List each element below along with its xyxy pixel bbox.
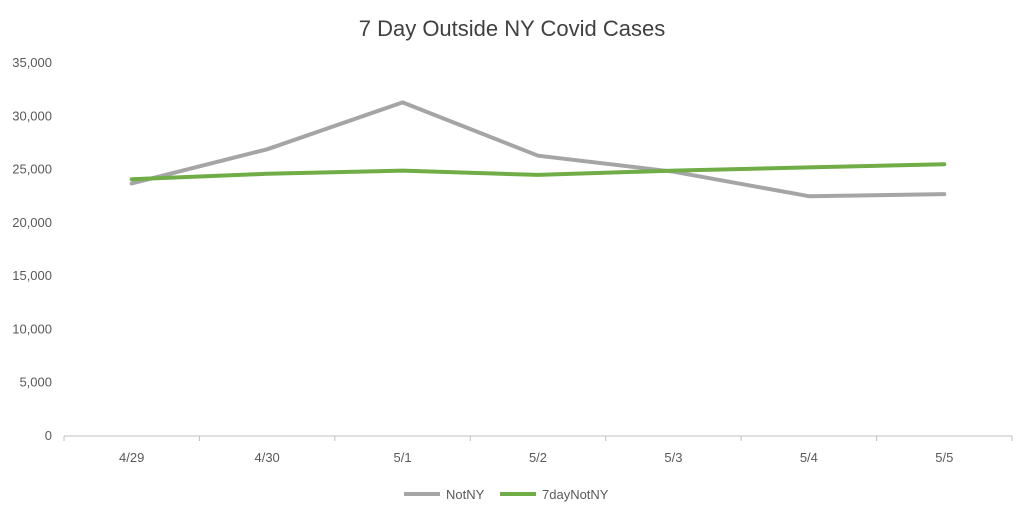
series-group (129, 100, 947, 199)
x-tick-label: 5/2 (529, 450, 547, 465)
chart-title: 7 Day Outside NY Covid Cases (359, 16, 666, 41)
x-axis-ticks: 4/29 4/30 5/1 5/2 5/3 5/4 5/5 (63, 436, 1013, 465)
y-tick-label: 0 (45, 428, 52, 443)
y-tick-label: 10,000 (12, 321, 52, 336)
y-tick-label: 15,000 (12, 268, 52, 283)
x-tick-label: 4/29 (119, 450, 144, 465)
legend-label: 7dayNotNY (542, 487, 609, 502)
x-tick-label: 5/3 (664, 450, 682, 465)
x-tick-label: 5/1 (394, 450, 412, 465)
y-tick-label: 35,000 (12, 55, 52, 70)
y-tick-label: 30,000 (12, 108, 52, 123)
legend-label: NotNY (446, 487, 485, 502)
legend: NotNY 7dayNotNY (404, 487, 609, 502)
x-tick-label: 5/4 (800, 450, 818, 465)
x-tick-label: 5/5 (935, 450, 953, 465)
y-tick-label: 5,000 (19, 375, 52, 390)
y-tick-label: 25,000 (12, 162, 52, 177)
series-line-notny (129, 100, 947, 199)
y-axis-ticks: 0 5,000 10,000 15,000 20,000 25,000 30,000 35,0… (12, 55, 52, 443)
x-tick-label: 4/30 (254, 450, 279, 465)
series-line-7daynotny (129, 162, 947, 182)
y-tick-label: 20,000 (12, 215, 52, 230)
